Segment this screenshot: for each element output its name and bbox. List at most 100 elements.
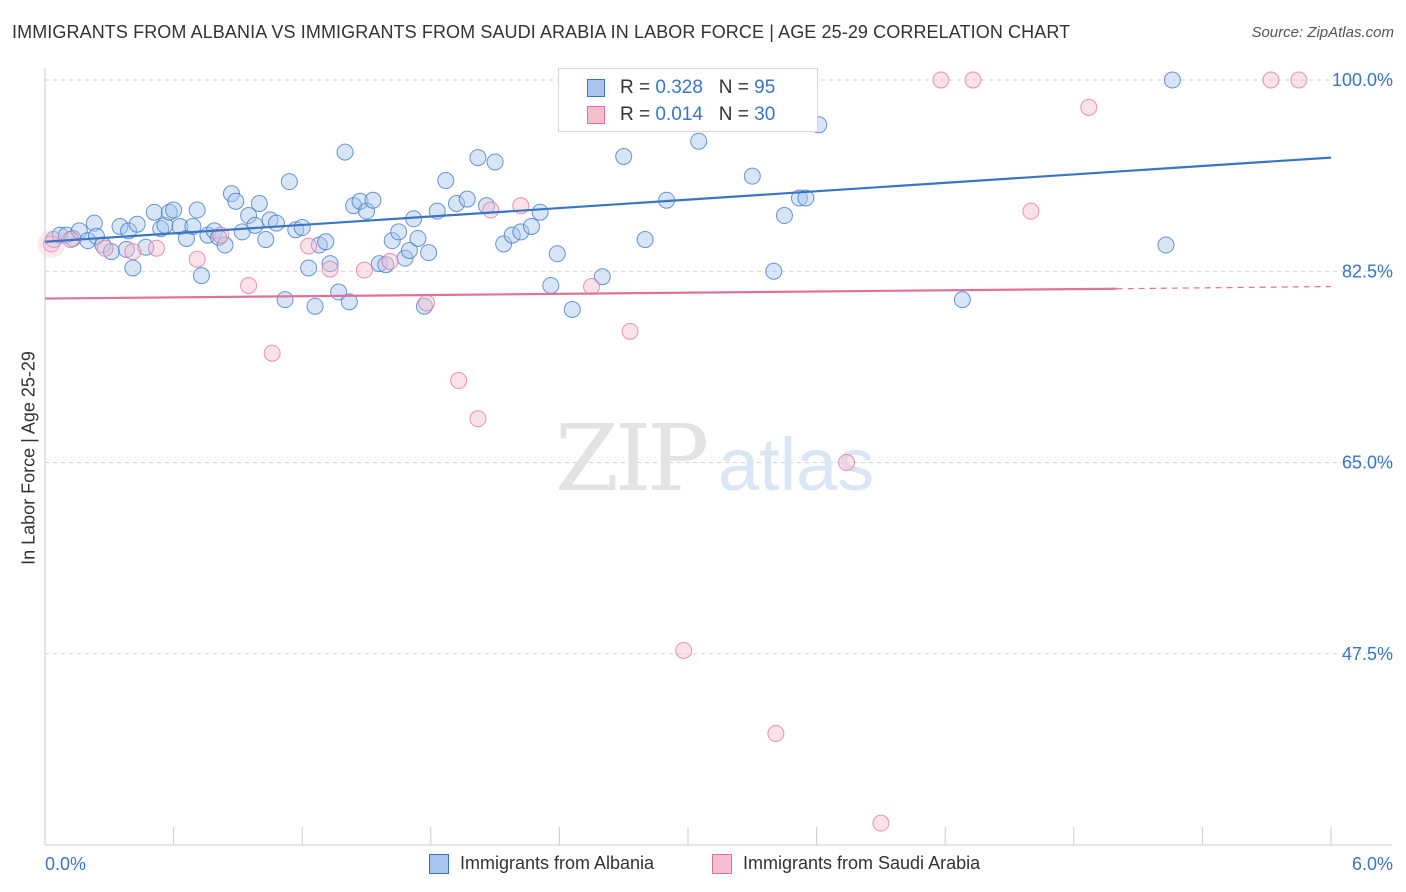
watermark-atlas: atlas <box>718 423 874 506</box>
albania-trend-line <box>44 156 1332 243</box>
albania-point <box>400 241 418 259</box>
albania-point <box>246 216 264 234</box>
y-tick-label: 47.5% <box>1342 644 1393 664</box>
saudi-r-value: 0.014 <box>655 104 703 125</box>
albania-point <box>448 194 466 212</box>
y-tick-labels: 47.5% 65.0% 82.5% 100.0% <box>1332 70 1393 664</box>
saudi-point <box>838 454 856 471</box>
albania-point <box>165 201 183 219</box>
saudi-swatch <box>587 106 605 124</box>
saudi-point <box>42 235 60 253</box>
saudi-point <box>469 410 487 428</box>
albania-point <box>458 190 476 208</box>
y-tick-label: 82.5% <box>1342 261 1393 281</box>
albania-point <box>563 301 581 318</box>
albania-point <box>775 207 793 225</box>
albania-point <box>250 194 268 212</box>
saudi-point <box>188 250 206 268</box>
saudi-point <box>482 201 500 219</box>
albania-point <box>117 240 135 258</box>
albania-point <box>953 291 971 309</box>
saudi-trend-line <box>44 287 1117 300</box>
albania-point <box>240 207 258 225</box>
albania-point <box>743 167 761 185</box>
gridlines <box>45 79 1392 655</box>
albania-point <box>351 192 369 210</box>
chart-title: IMMIGRANTS FROM ALBANIA VS IMMIGRANTS FR… <box>12 22 1071 42</box>
saudi-point <box>964 71 982 89</box>
saudi-point <box>355 261 373 279</box>
albania-point <box>512 223 530 241</box>
albania-point <box>87 227 105 245</box>
saudi-point <box>450 372 468 390</box>
albania-point <box>300 259 318 277</box>
saudi-point <box>321 260 339 278</box>
saudi-n-value: 30 <box>754 104 776 125</box>
albania-point <box>145 203 163 221</box>
saudi-point <box>872 814 890 832</box>
saudi-point <box>932 71 950 89</box>
albania-point <box>336 143 354 161</box>
saudi-point <box>147 239 165 257</box>
albania-point <box>503 226 521 244</box>
albania-point <box>111 217 129 235</box>
albania-point <box>340 293 358 311</box>
saudi-point <box>1290 71 1308 89</box>
saudi-point <box>96 239 114 257</box>
albania-point <box>523 217 541 235</box>
saudi-point <box>300 237 318 255</box>
saudi-trend-extension <box>1116 285 1332 290</box>
albania-point <box>495 235 513 253</box>
y-tick-label: 100.0% <box>1332 70 1393 90</box>
watermark: ZIP atlas <box>555 405 874 512</box>
albania-point <box>548 245 566 263</box>
saudi-point <box>263 344 281 362</box>
albania-point <box>364 191 382 209</box>
x-tick-label-max: 6.0% <box>1352 854 1393 874</box>
saudi-point <box>675 641 693 659</box>
saudi-point <box>240 276 258 294</box>
albania-point <box>1163 71 1181 89</box>
albania-point <box>51 226 69 244</box>
legend-albania-label: Immigrants from Albania <box>460 853 655 873</box>
saudi-point <box>621 322 639 340</box>
stats-legend: R = 0.328 N = 95 R = 0.014 N = 30 <box>558 68 818 132</box>
albania-point <box>85 214 103 232</box>
saudi-point <box>1022 202 1040 220</box>
saudi-points <box>42 71 1308 832</box>
legend-albania-swatch <box>429 854 449 874</box>
albania-point <box>797 189 815 207</box>
albania-point <box>276 291 294 309</box>
albania-point <box>615 148 633 165</box>
albania-point <box>437 172 455 190</box>
albania-point <box>370 255 388 273</box>
legend-saudi-label: Immigrants from Saudi Arabia <box>743 853 981 873</box>
y-tick-label: 65.0% <box>1342 453 1393 473</box>
albania-r-value: 0.328 <box>655 77 703 98</box>
albania-point <box>383 232 401 250</box>
albania-point <box>128 215 146 233</box>
saudi-point <box>1262 71 1280 89</box>
albania-point <box>120 222 138 240</box>
albania-point <box>469 149 487 167</box>
albania-point <box>531 203 549 221</box>
saudi-point <box>767 725 785 743</box>
albania-point <box>690 132 708 150</box>
albania-swatch <box>587 79 605 97</box>
albania-point <box>358 202 375 220</box>
overlap-cluster <box>37 229 66 258</box>
albania-point <box>317 233 335 251</box>
albania-point <box>257 231 275 249</box>
albania-point <box>1157 236 1175 254</box>
saudi-point <box>1080 98 1098 116</box>
saudi-point <box>381 252 399 270</box>
saudi-point <box>418 294 436 312</box>
albania-point <box>542 276 560 294</box>
albania-point <box>293 219 311 237</box>
x-tick-labels: 0.0% 6.0% <box>45 854 1393 874</box>
albania-point <box>227 192 245 210</box>
albania-point <box>267 214 285 232</box>
albania-point <box>636 231 654 249</box>
albania-stats-text: R = 0.328 N = 95 <box>620 77 776 98</box>
